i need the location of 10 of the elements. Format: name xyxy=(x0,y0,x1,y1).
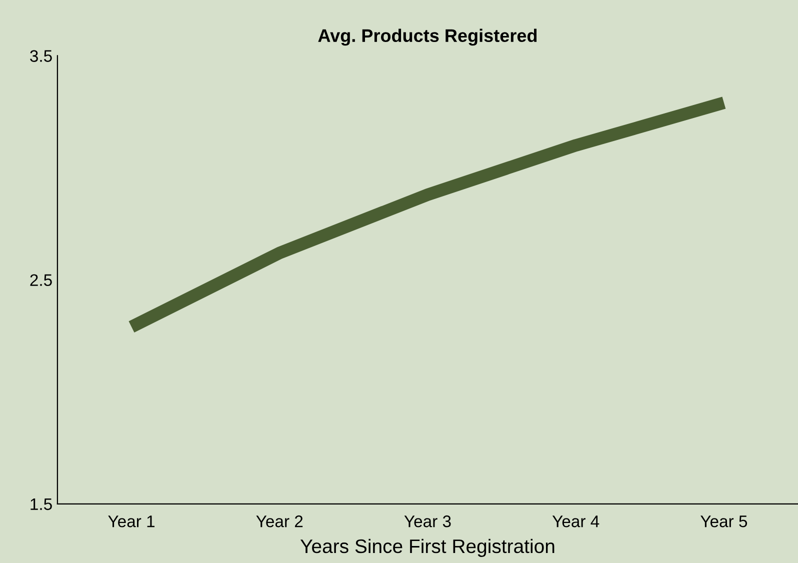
y-tick-label: 2.5 xyxy=(30,274,52,286)
x-tick-label: Year 4 xyxy=(552,516,600,528)
y-tick-label: 1.5 xyxy=(30,498,52,510)
y-tick-label: 3.5 xyxy=(30,50,52,62)
x-tick-label: Year 3 xyxy=(404,515,451,528)
chart-title: Avg. Products Registered xyxy=(318,28,537,46)
x-tick-label: Year 5 xyxy=(700,516,748,528)
x-tick-label: Year 2 xyxy=(256,515,303,528)
x-tick-label: Year 1 xyxy=(108,516,154,528)
x-axis-title: Years Since First Registration xyxy=(300,538,554,557)
